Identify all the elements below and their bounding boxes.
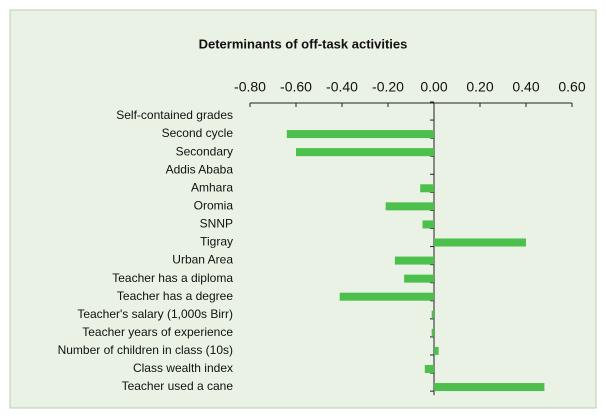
- bar: [424, 364, 434, 373]
- x-tick-label: 0.00: [420, 79, 447, 95]
- y-tick-label: Self-contained grades: [116, 108, 233, 122]
- bar: [434, 383, 545, 392]
- y-tick-label: Teacher years of experience: [82, 325, 233, 339]
- y-tick-label: Urban Area: [172, 253, 233, 267]
- y-tick-label: Teacher used a cane: [122, 379, 234, 393]
- y-tick-label: Amhara: [191, 180, 233, 194]
- bar: [434, 346, 439, 355]
- y-tick-label: Number of children in class (10s): [58, 343, 233, 357]
- bar: [339, 292, 434, 301]
- chart-title: Determinants of off-task activities: [199, 36, 408, 51]
- y-tick-label: Teacher's salary (1,000s Birr): [77, 307, 233, 321]
- y-tick-label: Addis Ababa: [166, 162, 234, 176]
- bar: [404, 274, 434, 283]
- x-tick-label: -0.80: [234, 79, 266, 95]
- x-tick-label: -0.40: [326, 79, 358, 95]
- y-tick-label: Tigray: [200, 235, 233, 249]
- x-tick-label: 0.40: [512, 79, 539, 95]
- bar: [431, 328, 434, 337]
- y-tick-label: Secondary: [176, 144, 233, 158]
- y-tick-label: Class wealth index: [133, 361, 233, 375]
- bar: [394, 256, 434, 265]
- bar: [385, 202, 434, 211]
- bar: [431, 310, 434, 319]
- bar: [296, 148, 434, 157]
- bar: [286, 130, 434, 139]
- bar: [434, 238, 526, 247]
- y-tick-label: Teacher has a diploma: [112, 271, 233, 285]
- x-tick-label: 0.60: [558, 79, 585, 95]
- panel: [9, 9, 597, 409]
- x-tick-label: -0.20: [372, 79, 404, 95]
- y-tick-label: Teacher has a degree: [117, 289, 233, 303]
- bar: [420, 184, 434, 193]
- bar: [422, 220, 434, 229]
- y-tick-label: Second cycle: [162, 126, 234, 140]
- y-tick-label: SNNP: [200, 217, 233, 231]
- x-tick-label: -0.60: [280, 79, 312, 95]
- x-tick-label: 0.20: [466, 79, 493, 95]
- y-tick-label: Oromia: [194, 199, 234, 213]
